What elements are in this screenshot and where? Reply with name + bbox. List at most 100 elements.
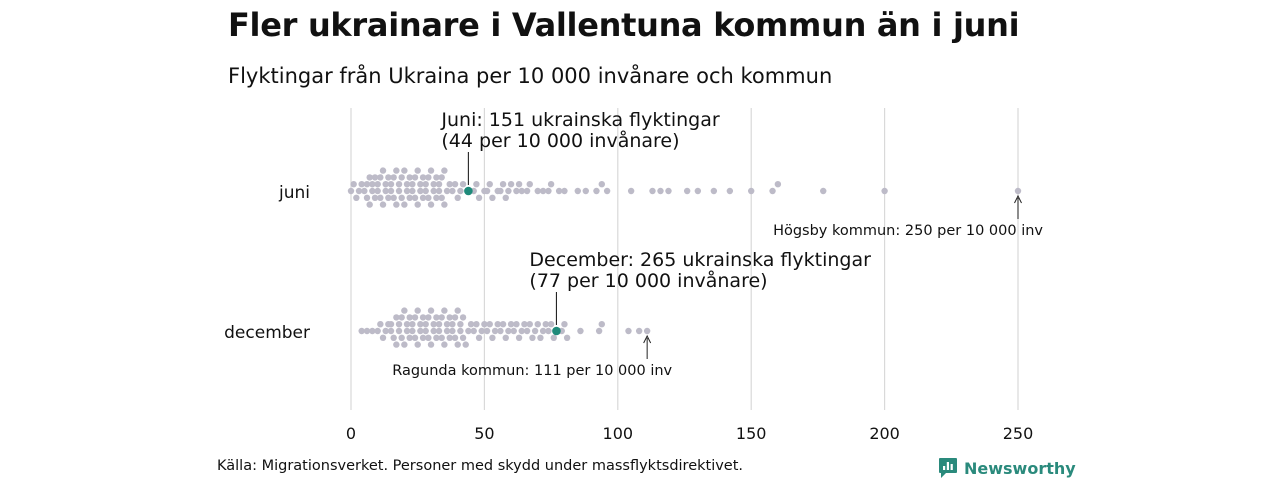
data-point — [422, 187, 429, 195]
data-point — [545, 187, 552, 195]
data-point — [390, 194, 397, 201]
data-point — [462, 341, 469, 348]
data-point — [406, 334, 413, 341]
data-point — [403, 321, 411, 328]
data-point — [443, 187, 451, 195]
data-point — [387, 187, 395, 195]
data-point — [582, 187, 589, 195]
data-point — [481, 321, 488, 328]
data-point — [406, 174, 413, 181]
data-point — [371, 174, 379, 181]
data-point — [507, 181, 515, 188]
data-point — [649, 187, 656, 195]
data-point — [449, 327, 456, 335]
category-label: december — [224, 323, 310, 343]
data-point — [438, 314, 445, 321]
data-point — [446, 334, 453, 341]
data-point — [467, 321, 475, 328]
x-tick-label: 0 — [346, 424, 356, 443]
data-point — [417, 187, 424, 195]
data-point — [537, 334, 544, 341]
data-point — [350, 181, 357, 188]
data-point — [510, 327, 517, 335]
data-point — [353, 194, 360, 201]
newsworthy-logo-icon — [939, 458, 957, 478]
data-point — [526, 321, 533, 328]
data-point — [561, 187, 568, 195]
data-point — [363, 327, 371, 335]
data-point — [363, 194, 371, 201]
highlight-label-line1: December: 265 ukrainska flyktingar — [529, 249, 871, 271]
data-point — [366, 174, 373, 181]
data-point — [411, 174, 419, 181]
data-point — [499, 321, 507, 328]
data-point — [433, 314, 440, 321]
data-point — [379, 201, 387, 208]
data-point — [430, 321, 437, 328]
data-point — [683, 187, 691, 195]
data-point — [473, 181, 480, 188]
x-tick-label: 50 — [474, 424, 494, 443]
data-point — [393, 167, 400, 174]
data-point — [425, 334, 432, 341]
data-point — [411, 314, 419, 321]
data-point — [369, 327, 376, 335]
data-point — [486, 181, 493, 188]
data-point — [547, 321, 555, 328]
data-point — [489, 334, 496, 341]
data-point — [382, 181, 389, 188]
data-point — [430, 327, 437, 335]
data-point — [358, 181, 365, 188]
data-point — [577, 327, 584, 335]
data-point — [457, 327, 464, 335]
data-point — [454, 307, 461, 314]
data-point — [475, 334, 483, 341]
data-point — [625, 327, 632, 335]
data-point — [454, 341, 461, 348]
data-point — [534, 187, 541, 195]
data-point — [449, 187, 456, 195]
data-point — [494, 321, 501, 328]
data-point — [451, 314, 459, 321]
data-point — [419, 334, 427, 341]
data-point — [542, 321, 549, 328]
highlight-point — [552, 326, 561, 336]
data-point — [403, 327, 411, 335]
data-point — [377, 174, 384, 181]
data-point — [443, 327, 451, 335]
data-point — [438, 334, 445, 341]
data-point — [401, 167, 408, 174]
data-point — [409, 181, 416, 188]
data-point — [523, 327, 531, 335]
data-point — [419, 174, 427, 181]
data-point — [414, 341, 421, 348]
data-point — [486, 321, 493, 328]
data-point — [355, 187, 363, 195]
max-annotation-label: Ragunda kommun: 111 per 10 000 inv — [392, 363, 672, 379]
data-point — [406, 194, 413, 201]
data-point — [457, 187, 464, 195]
data-point — [441, 201, 448, 208]
data-point — [417, 181, 424, 188]
highlight-label-line1: Juni: 151 ukrainska flyktingar — [440, 109, 719, 131]
max-annotation-label: Högsby kommun: 250 per 10 000 inv — [773, 223, 1043, 239]
max-arrow-head — [643, 334, 652, 344]
x-tick-label: 200 — [869, 424, 900, 443]
data-point — [374, 181, 381, 188]
data-point — [459, 334, 467, 341]
data-point — [393, 341, 400, 348]
data-point — [419, 194, 427, 201]
data-point — [427, 167, 435, 174]
data-point — [459, 314, 467, 321]
data-point — [539, 187, 547, 195]
data-point — [393, 201, 400, 208]
data-point — [358, 327, 365, 335]
data-point — [441, 167, 448, 174]
data-point — [411, 194, 419, 201]
data-point — [387, 321, 395, 328]
x-tick-label: 100 — [603, 424, 634, 443]
data-point — [446, 181, 453, 188]
data-point — [635, 327, 643, 335]
data-point — [395, 327, 403, 335]
